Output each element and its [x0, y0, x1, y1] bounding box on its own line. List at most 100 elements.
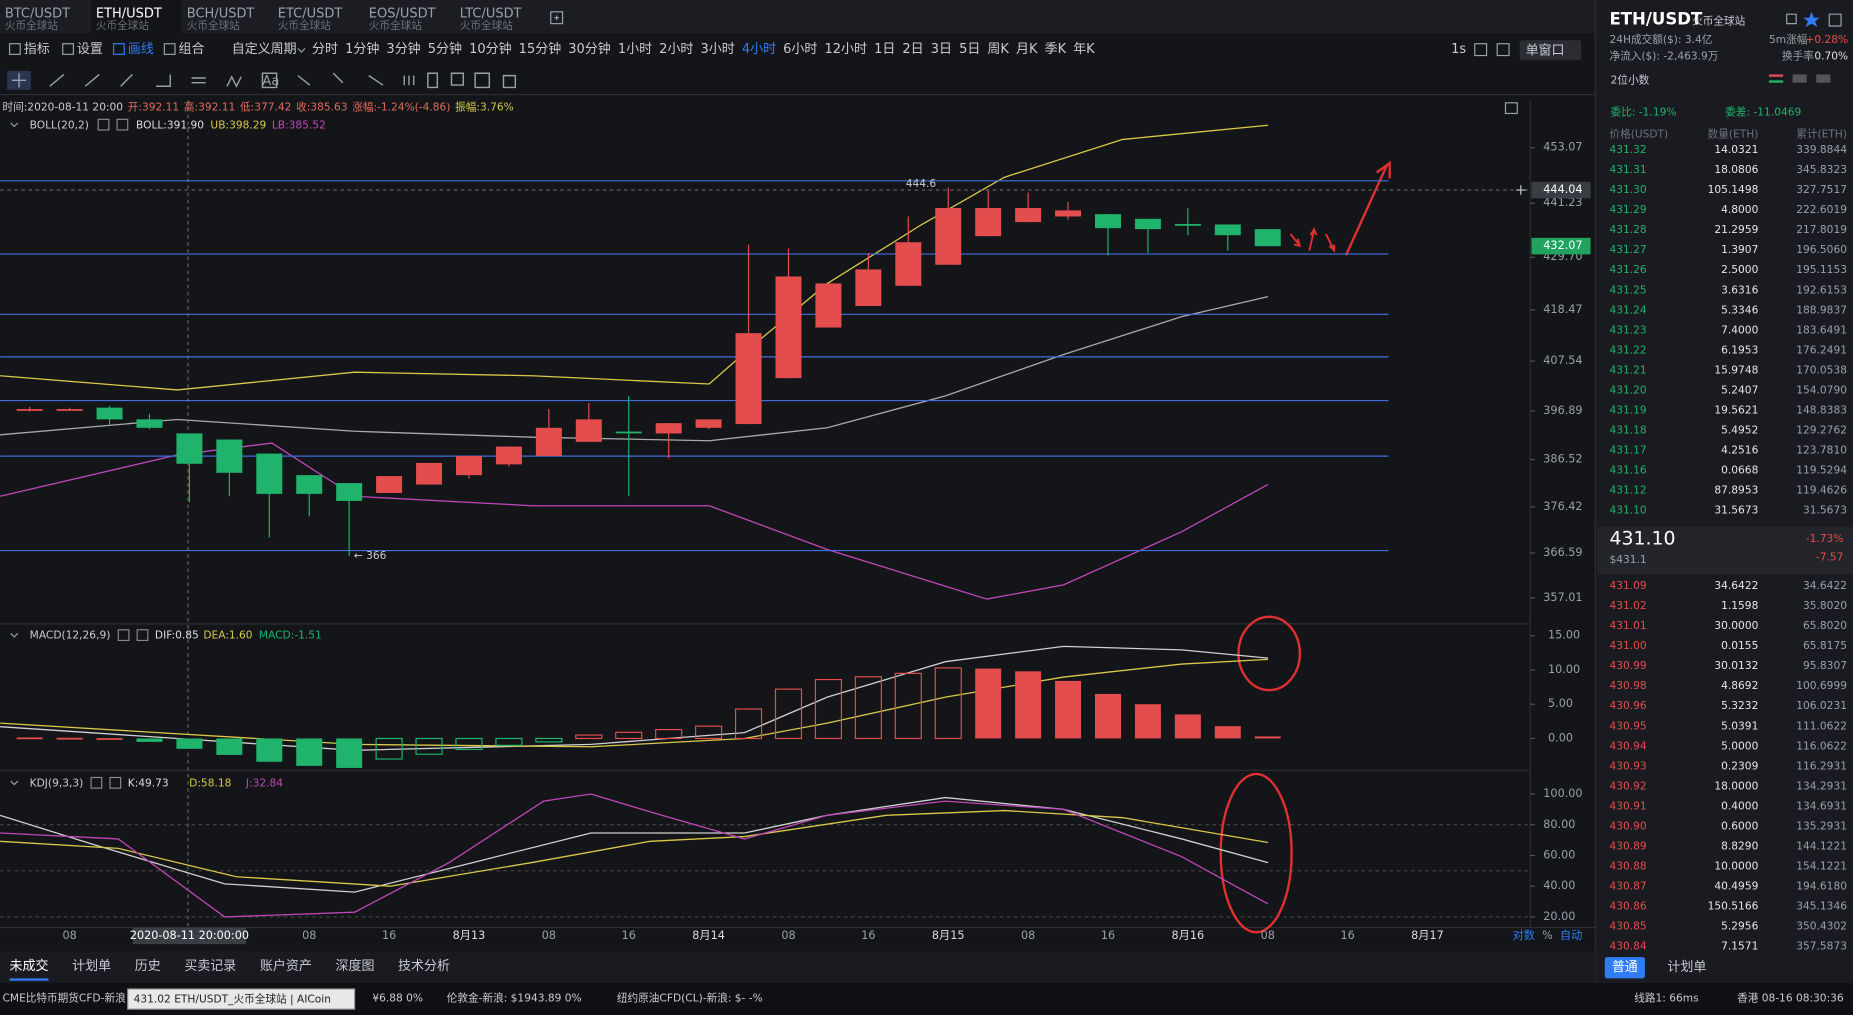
order-qty[interactable]: 4.2516 [1721, 443, 1758, 456]
order-qty[interactable]: 5.0000 [1721, 739, 1758, 752]
tab-exchange[interactable]: 火币全球站 [187, 19, 240, 32]
order-total[interactable]: 170.0538 [1796, 363, 1847, 376]
order-price[interactable]: 430.88 [1609, 859, 1646, 872]
order-total[interactable]: 222.6019 [1796, 203, 1847, 216]
order-price[interactable]: 430.85 [1609, 920, 1646, 933]
tab-exchange[interactable]: 火币全球站 [369, 19, 422, 32]
order-total[interactable]: 65.8175 [1803, 639, 1847, 652]
order-qty[interactable]: 40.4959 [1714, 880, 1758, 893]
bottom-tab[interactable]: 技术分析 [398, 959, 450, 974]
period-button[interactable]: 分时 [312, 42, 338, 57]
order-total[interactable]: 188.9837 [1796, 303, 1847, 316]
order-tab[interactable]: 普通 [1612, 960, 1638, 975]
icon[interactable] [1816, 74, 1831, 83]
bottom-tab[interactable]: 账户资产 [260, 958, 312, 974]
order-qty[interactable]: 0.2309 [1721, 759, 1758, 772]
order-qty[interactable]: 30.0132 [1714, 659, 1758, 672]
order-qty[interactable]: 0.4000 [1721, 799, 1758, 812]
tool-button[interactable]: 组合 [179, 42, 205, 57]
order-price[interactable]: 430.91 [1609, 799, 1646, 812]
order-qty[interactable]: 87.8953 [1714, 484, 1758, 497]
order-qty[interactable]: 14.0321 [1714, 143, 1758, 156]
order-price[interactable]: 431.19 [1609, 403, 1646, 416]
order-price[interactable]: 430.90 [1609, 819, 1646, 832]
order-price[interactable]: 430.86 [1609, 900, 1646, 913]
tab-pair[interactable]: ETC/USDT [278, 7, 343, 22]
tool-icon[interactable] [8, 43, 21, 55]
period-button[interactable]: 1分钟 [345, 41, 379, 57]
order-total[interactable]: 31.5673 [1803, 504, 1847, 517]
order-price[interactable]: 431.16 [1609, 464, 1646, 477]
period-button[interactable]: 12小时 [824, 42, 867, 57]
custom-period[interactable]: 自定义周期 [232, 42, 297, 57]
period-button[interactable]: 月K [1016, 42, 1038, 57]
bottom-tab[interactable]: 历史 [135, 959, 161, 974]
order-qty[interactable]: 0.0155 [1721, 639, 1758, 652]
order-total[interactable]: 119.4626 [1796, 484, 1847, 497]
tab-pair[interactable]: BCH/USDT [187, 7, 255, 22]
order-total[interactable]: 345.8323 [1796, 163, 1847, 176]
order-price[interactable]: 431.17 [1609, 443, 1646, 456]
order-qty[interactable]: 31.5673 [1714, 504, 1758, 517]
order-qty[interactable]: 5.2407 [1721, 383, 1758, 396]
tab-pair[interactable]: ETH/USDT [96, 7, 162, 22]
order-total[interactable]: 65.8020 [1803, 619, 1847, 632]
order-qty[interactable]: 4.8000 [1721, 203, 1758, 216]
icon[interactable] [1768, 74, 1784, 77]
order-qty[interactable]: 7.1571 [1721, 940, 1758, 953]
order-price[interactable]: 431.23 [1609, 323, 1646, 336]
tool-icon[interactable]: Aa [262, 74, 279, 89]
order-total[interactable]: 144.1221 [1796, 839, 1847, 852]
indicator-setting[interactable] [90, 776, 103, 789]
order-total[interactable]: 176.2491 [1796, 343, 1847, 356]
order-qty[interactable]: 34.6422 [1714, 579, 1758, 592]
order-total[interactable]: 154.1221 [1796, 859, 1847, 872]
order-total[interactable]: 327.7517 [1796, 183, 1847, 196]
bottom-tab[interactable]: 计划单 [72, 959, 111, 974]
period-button[interactable]: 1日 [874, 42, 895, 57]
favorite-star[interactable] [1803, 11, 1820, 28]
order-price[interactable]: 431.18 [1609, 423, 1646, 436]
order-price[interactable]: 430.84 [1609, 940, 1646, 953]
order-total[interactable]: 134.6931 [1796, 799, 1847, 812]
tool-icon[interactable] [62, 43, 74, 55]
order-qty[interactable]: 3.6316 [1721, 283, 1758, 296]
add-tab[interactable] [550, 11, 564, 25]
tab-exchange[interactable]: 火币全球站 [96, 19, 149, 32]
order-qty[interactable]: 10.0000 [1714, 859, 1758, 872]
indicator-setting[interactable] [117, 629, 130, 642]
order-total[interactable]: 192.6153 [1796, 283, 1847, 296]
order-qty[interactable]: 0.0668 [1721, 464, 1758, 477]
period-button[interactable]: 2日 [902, 42, 923, 57]
order-total[interactable]: 196.5060 [1796, 243, 1847, 256]
order-total[interactable]: 35.8020 [1803, 599, 1847, 612]
order-qty[interactable]: 1.3907 [1721, 243, 1758, 256]
order-qty[interactable]: 18.0806 [1714, 163, 1758, 176]
bottom-tab[interactable]: 未成交 [10, 958, 49, 974]
period-button[interactable]: 5日 [959, 42, 980, 57]
tab-pair[interactable]: BTC/USDT [5, 7, 70, 22]
order-qty[interactable]: 5.3346 [1721, 303, 1758, 316]
order-total[interactable]: 195.1153 [1796, 263, 1847, 276]
tool-icon[interactable] [49, 72, 517, 89]
order-total[interactable]: 106.0231 [1796, 699, 1847, 712]
indicator-close[interactable] [136, 629, 149, 642]
order-price[interactable]: 431.30 [1609, 183, 1646, 196]
order-qty[interactable]: 7.4000 [1721, 323, 1758, 336]
period-button[interactable]: 2小时 [659, 42, 693, 57]
order-price[interactable]: 431.21 [1609, 363, 1646, 376]
order-price[interactable]: 431.09 [1609, 579, 1646, 592]
tool-button[interactable]: 指标 [24, 42, 50, 57]
add-alert[interactable] [1516, 185, 1526, 195]
order-total[interactable]: 154.0790 [1796, 383, 1847, 396]
screenshot[interactable] [1496, 43, 1510, 57]
period-button[interactable]: 30分钟 [568, 41, 611, 57]
order-price[interactable]: 431.29 [1609, 203, 1646, 216]
order-qty[interactable]: 150.5166 [1708, 900, 1759, 913]
order-total[interactable]: 34.6422 [1803, 579, 1847, 592]
order-price[interactable]: 430.98 [1609, 679, 1646, 692]
indicator-setting[interactable] [97, 118, 110, 131]
icon[interactable] [1768, 80, 1784, 83]
order-price[interactable]: 430.93 [1609, 759, 1646, 772]
tool-button[interactable]: 画线 [128, 42, 154, 57]
